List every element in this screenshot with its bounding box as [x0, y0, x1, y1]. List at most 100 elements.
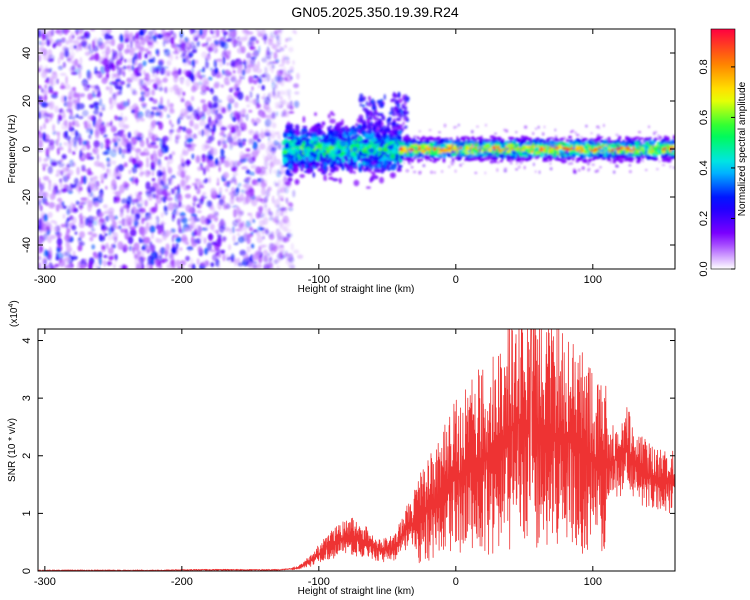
spectrogram-cell: [218, 191, 222, 197]
spectrogram-cell: [92, 149, 96, 153]
spectrogram-cell: [263, 114, 268, 119]
spectrogram-cell: [275, 87, 278, 96]
spectrogram-cell: [205, 60, 209, 69]
spectrogram-cell: [128, 169, 132, 175]
spectrogram-cell: [44, 84, 48, 89]
spectrogram-cell: [150, 160, 156, 169]
spectrogram-cell: [246, 104, 251, 108]
spectrogram-cell: [172, 234, 180, 238]
spectrogram-cell: [50, 29, 55, 37]
spectrogram-cell: [333, 146, 339, 153]
spectrogram-cell: [157, 228, 162, 235]
spectrogram-cell: [265, 96, 269, 105]
spectrogram-cell: [115, 176, 121, 180]
spectrogram-cell: [288, 264, 291, 268]
spectrogram-cell: [272, 169, 277, 174]
spectrogram-cell: [142, 85, 148, 89]
spectrogram-cell: [185, 255, 191, 262]
spectrogram-cell: [322, 143, 326, 146]
spectrogram-cell: [45, 221, 51, 228]
spectrogram-cell: [171, 151, 176, 156]
spectrogram-cell: [133, 164, 137, 168]
spectrogram-cell: [43, 259, 47, 266]
spectrogram-cell: [200, 194, 205, 202]
spectrogram-cell: [255, 39, 259, 44]
spectrogram-cell: [85, 217, 89, 226]
spectrogram-cell: [165, 243, 170, 252]
spectrogram-cell: [83, 82, 86, 88]
spectrogram-cell: [121, 217, 128, 227]
spectrogram-cell: [172, 32, 177, 40]
spectrogram-cell: [135, 199, 139, 204]
spectrogram-cell: [307, 155, 314, 162]
spectrogram-cell: [261, 229, 264, 235]
spectrogram-cell: [302, 125, 308, 129]
spectrogram-cell: [167, 155, 174, 165]
spectrogram-cell: [231, 259, 234, 263]
spectrogram-cell: [212, 95, 219, 103]
spectrogram-cell: [259, 143, 266, 150]
spectrogram-cell: [138, 46, 145, 52]
spectrogram-cell: [249, 45, 256, 50]
spectrogram-cell: [177, 186, 181, 195]
spectrogram-cell: [118, 164, 125, 171]
spectrogram-cell: [259, 172, 263, 177]
spectrogram-cell: [352, 164, 356, 168]
spectrogram-cell: [228, 244, 232, 251]
spectrogram-cell: [43, 158, 48, 162]
spectrogram-cell: [90, 115, 97, 122]
spectrogram-cell: [359, 125, 363, 131]
spectrogram-cell: [208, 115, 212, 123]
spectrogram-cell: [284, 89, 290, 97]
spectrogram-cell: [90, 227, 96, 233]
spectrogram-cell: [63, 29, 69, 35]
spectrogram-cell: [212, 108, 216, 114]
spectrogram-cell: [376, 121, 380, 125]
spectrogram-cell: [87, 43, 92, 50]
spectrogram-cell: [258, 219, 265, 227]
spectrogram-cell: [82, 109, 89, 117]
spectrogram-cell: [74, 120, 79, 125]
spectrogram-cell: [56, 147, 60, 156]
spectrogram-cell: [396, 102, 401, 109]
spectrogram-cell: [51, 71, 58, 80]
spectrogram-cell: [287, 177, 293, 183]
spectrogram-cell: [285, 59, 291, 65]
spectrogram-cell: [128, 158, 133, 163]
spectrogram-cell: [107, 122, 111, 126]
spectrogram-cell: [47, 236, 52, 244]
spectrogram-cell: [323, 139, 330, 144]
spectrogram-cell: [118, 51, 123, 58]
spectrogram-cell: [249, 90, 253, 99]
spectrogram-cell: [209, 29, 215, 34]
spectrogram-cell: [48, 183, 52, 192]
spectrogram-cell: [260, 132, 264, 140]
spectrogram-cell: [168, 252, 175, 261]
spectrogram-cell: [216, 108, 220, 112]
spectrogram-cell: [255, 231, 261, 237]
spectrogram-cell: [220, 148, 225, 157]
spectrogram-cell: [108, 97, 113, 105]
spectrogram-cell: [279, 251, 283, 259]
spectrogram-cell: [237, 235, 245, 244]
spectrogram-cell: [165, 229, 170, 238]
spectrogram-cell: [162, 135, 170, 142]
spectrogram-cell: [223, 171, 229, 179]
spectrogram-cell: [327, 152, 334, 158]
spectrogram-cell: [119, 33, 124, 42]
spectrogram-cell: [136, 202, 143, 208]
spectrogram-cell: [380, 126, 383, 133]
spectrogram-cell: [278, 90, 286, 96]
spectrogram-cell: [219, 137, 226, 143]
spectrogram-cell: [240, 76, 245, 80]
spectrogram-cell: [231, 226, 235, 234]
spectrogram-cell: [298, 136, 302, 140]
spectrogram-cell: [199, 29, 203, 36]
spectrogram-cell: [213, 47, 219, 54]
spectrogram-cell: [350, 153, 355, 158]
spectrogram-cell: [288, 46, 294, 53]
spectrogram-cell: [182, 91, 186, 97]
spectrogram-cell: [366, 186, 371, 189]
spectrogram-cell: [380, 114, 384, 118]
spectrogram-cell: [38, 29, 42, 38]
